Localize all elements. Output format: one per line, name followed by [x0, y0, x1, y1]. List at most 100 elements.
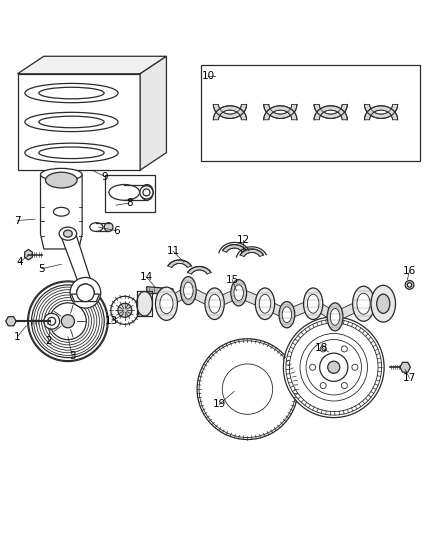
- Ellipse shape: [155, 287, 177, 320]
- Ellipse shape: [41, 168, 82, 181]
- Circle shape: [49, 303, 86, 340]
- Circle shape: [77, 284, 94, 302]
- Circle shape: [28, 282, 107, 361]
- Text: 17: 17: [403, 373, 416, 383]
- Polygon shape: [364, 106, 398, 120]
- Text: 13: 13: [105, 316, 118, 326]
- Polygon shape: [140, 56, 166, 170]
- Ellipse shape: [109, 184, 140, 200]
- Ellipse shape: [231, 280, 247, 306]
- Polygon shape: [313, 298, 335, 322]
- Ellipse shape: [59, 227, 77, 240]
- Text: 16: 16: [403, 266, 416, 276]
- Polygon shape: [335, 298, 364, 322]
- Circle shape: [405, 280, 414, 289]
- Text: 14: 14: [140, 272, 153, 282]
- Polygon shape: [6, 317, 16, 326]
- Ellipse shape: [327, 303, 343, 331]
- Circle shape: [143, 189, 150, 196]
- Circle shape: [61, 314, 74, 328]
- Polygon shape: [41, 174, 82, 249]
- Text: 4: 4: [16, 257, 23, 267]
- Circle shape: [47, 300, 89, 342]
- Circle shape: [290, 323, 378, 411]
- Circle shape: [118, 303, 132, 317]
- Circle shape: [199, 341, 296, 438]
- Text: 8: 8: [126, 198, 133, 208]
- Polygon shape: [400, 362, 410, 372]
- Polygon shape: [314, 104, 347, 118]
- Circle shape: [77, 284, 94, 302]
- Text: 15: 15: [226, 274, 239, 285]
- Polygon shape: [25, 249, 32, 260]
- Text: 2: 2: [45, 336, 52, 346]
- Ellipse shape: [279, 302, 295, 328]
- Ellipse shape: [234, 285, 244, 301]
- Circle shape: [44, 313, 60, 329]
- Bar: [201, 65, 420, 161]
- Ellipse shape: [184, 282, 193, 299]
- Polygon shape: [287, 298, 313, 320]
- Ellipse shape: [282, 307, 292, 322]
- Polygon shape: [314, 106, 347, 120]
- Circle shape: [320, 353, 348, 381]
- Circle shape: [352, 364, 358, 370]
- Circle shape: [306, 340, 361, 395]
- Polygon shape: [364, 104, 398, 118]
- Text: 9: 9: [102, 172, 109, 182]
- Circle shape: [70, 278, 101, 308]
- Text: 19: 19: [212, 399, 226, 409]
- Circle shape: [48, 317, 56, 325]
- Text: 11: 11: [166, 246, 180, 256]
- Text: 10: 10: [201, 71, 215, 81]
- Circle shape: [341, 383, 347, 389]
- Ellipse shape: [353, 286, 374, 321]
- Ellipse shape: [64, 230, 72, 237]
- Text: 18: 18: [315, 343, 328, 352]
- Ellipse shape: [25, 112, 118, 132]
- Circle shape: [328, 361, 340, 373]
- Circle shape: [320, 383, 326, 389]
- Ellipse shape: [25, 143, 118, 163]
- Circle shape: [283, 317, 384, 418]
- Circle shape: [222, 364, 272, 414]
- Polygon shape: [223, 245, 246, 252]
- Circle shape: [36, 290, 99, 353]
- Circle shape: [32, 285, 104, 358]
- Circle shape: [320, 346, 326, 352]
- Text: 3: 3: [69, 351, 76, 361]
- Circle shape: [310, 364, 316, 370]
- Circle shape: [111, 296, 139, 324]
- Polygon shape: [240, 249, 264, 256]
- Circle shape: [286, 319, 381, 415]
- Ellipse shape: [39, 87, 104, 99]
- Ellipse shape: [137, 292, 152, 316]
- Polygon shape: [147, 287, 173, 294]
- Ellipse shape: [46, 172, 77, 188]
- Ellipse shape: [25, 84, 118, 103]
- Circle shape: [42, 295, 94, 348]
- Ellipse shape: [39, 116, 104, 128]
- Polygon shape: [215, 287, 239, 309]
- Circle shape: [44, 297, 92, 345]
- Polygon shape: [265, 298, 287, 320]
- Bar: [18, 74, 140, 170]
- Ellipse shape: [180, 277, 196, 304]
- Circle shape: [341, 346, 347, 352]
- Ellipse shape: [330, 309, 340, 325]
- Polygon shape: [213, 104, 247, 118]
- Ellipse shape: [205, 288, 224, 319]
- Ellipse shape: [371, 285, 396, 322]
- Ellipse shape: [304, 288, 323, 319]
- Ellipse shape: [160, 294, 173, 314]
- Polygon shape: [264, 104, 297, 118]
- Bar: [105, 174, 155, 212]
- Ellipse shape: [104, 223, 113, 231]
- Circle shape: [197, 339, 298, 440]
- Text: 1: 1: [14, 332, 21, 342]
- Ellipse shape: [90, 223, 103, 231]
- Text: 7: 7: [14, 215, 21, 225]
- Ellipse shape: [307, 294, 319, 313]
- Ellipse shape: [259, 294, 271, 313]
- Circle shape: [407, 282, 412, 287]
